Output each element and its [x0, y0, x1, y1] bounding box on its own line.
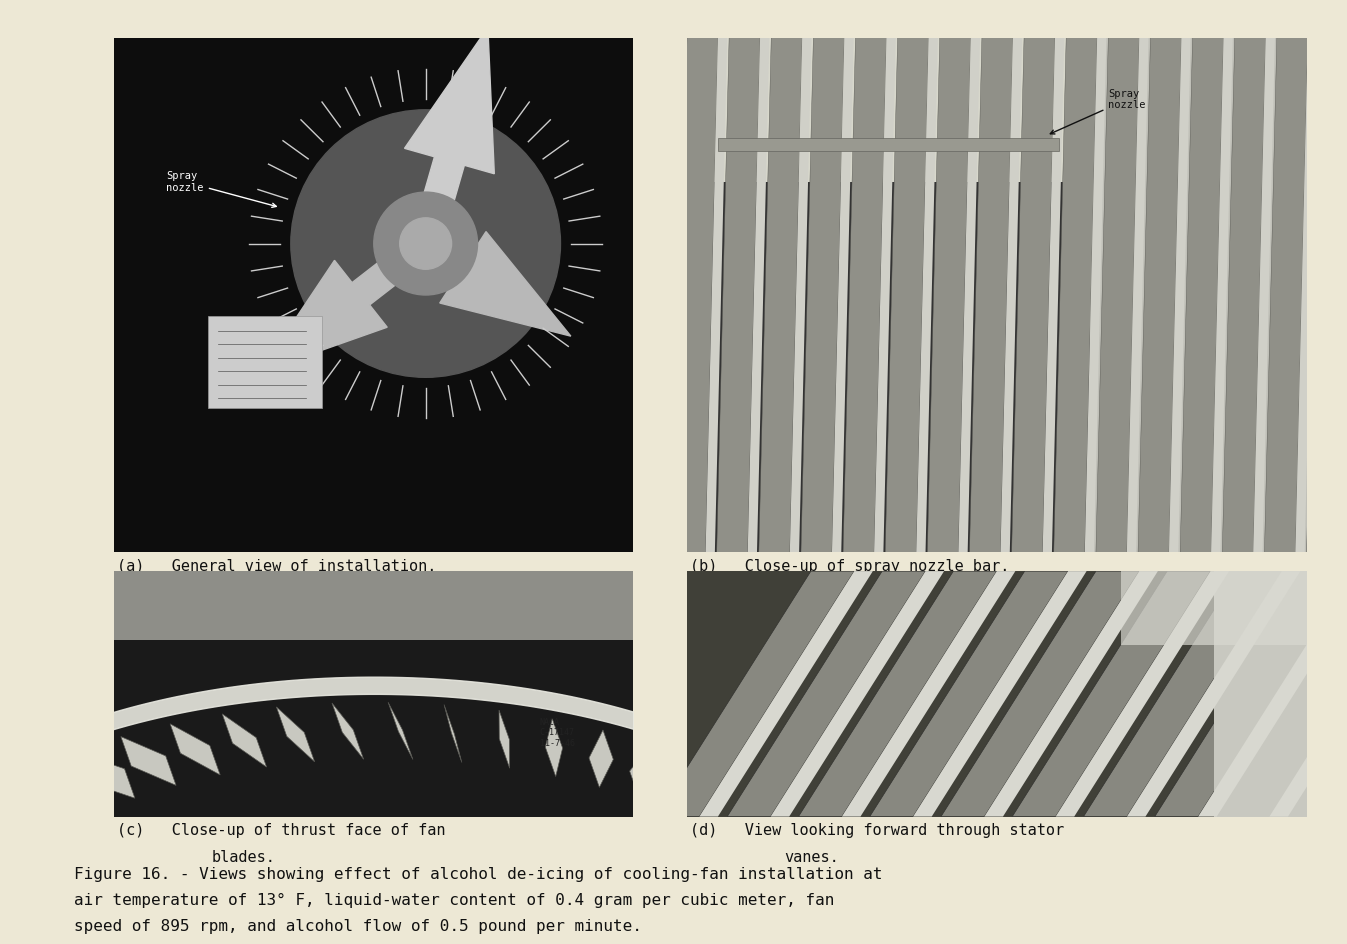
FancyArrow shape [404, 27, 494, 247]
Bar [114, 571, 633, 817]
Polygon shape [1297, 571, 1347, 817]
Polygon shape [699, 571, 873, 817]
Polygon shape [1340, 571, 1347, 817]
Polygon shape [1127, 38, 1149, 552]
Text: (d)   View looking forward through stator: (d) View looking forward through stator [690, 823, 1064, 838]
Polygon shape [1138, 38, 1181, 552]
Polygon shape [1096, 38, 1140, 552]
Polygon shape [121, 736, 176, 785]
FancyArrow shape [418, 231, 571, 336]
Polygon shape [942, 571, 1140, 817]
Bar [1214, 571, 1307, 817]
Polygon shape [331, 703, 364, 759]
Polygon shape [970, 38, 1013, 552]
Polygon shape [913, 571, 1087, 817]
Circle shape [373, 193, 477, 295]
Polygon shape [1211, 38, 1233, 552]
Polygon shape [916, 38, 938, 552]
Circle shape [400, 218, 451, 269]
Polygon shape [801, 38, 845, 552]
Polygon shape [1253, 38, 1276, 552]
Polygon shape [789, 38, 811, 552]
Polygon shape [832, 38, 854, 552]
Polygon shape [1169, 38, 1191, 552]
Text: air temperature of 13° F, liquid-water content of 0.4 gram per cubic meter, fan: air temperature of 13° F, liquid-water c… [74, 893, 834, 908]
Polygon shape [589, 730, 613, 787]
Polygon shape [1053, 38, 1098, 552]
Bar [687, 38, 1307, 182]
Polygon shape [729, 801, 777, 852]
Polygon shape [799, 571, 997, 817]
Polygon shape [498, 710, 509, 768]
Polygon shape [0, 812, 34, 849]
Polygon shape [1084, 38, 1106, 552]
Polygon shape [1226, 571, 1347, 817]
Polygon shape [842, 571, 1016, 817]
Polygon shape [629, 744, 661, 801]
Polygon shape [885, 38, 928, 552]
Polygon shape [1154, 571, 1347, 817]
Text: (b)   Close-up of spray nozzle bar.: (b) Close-up of spray nozzle bar. [690, 559, 1009, 574]
Polygon shape [445, 704, 462, 763]
Polygon shape [276, 707, 315, 762]
Polygon shape [222, 714, 267, 767]
Bar [687, 571, 1307, 817]
Polygon shape [699, 780, 744, 834]
Polygon shape [1001, 38, 1022, 552]
Text: NACA
C-17147
11-7-46: NACA C-17147 11-7-46 [540, 718, 575, 748]
Polygon shape [1296, 38, 1317, 552]
FancyArrow shape [260, 232, 435, 372]
Text: Spray
nozzle: Spray nozzle [167, 171, 276, 208]
Polygon shape [843, 38, 886, 552]
Polygon shape [675, 38, 718, 552]
Polygon shape [1199, 571, 1347, 817]
Polygon shape [985, 571, 1158, 817]
Polygon shape [1269, 571, 1347, 817]
Polygon shape [958, 38, 981, 552]
Polygon shape [1307, 38, 1347, 552]
Bar [114, 571, 633, 640]
Text: (c)   Close-up of thrust face of fan: (c) Close-up of thrust face of fan [117, 823, 446, 838]
Polygon shape [1265, 38, 1308, 552]
Polygon shape [546, 718, 563, 777]
Polygon shape [874, 38, 896, 552]
Polygon shape [1180, 38, 1223, 552]
Polygon shape [1338, 38, 1347, 552]
Circle shape [291, 110, 560, 378]
Polygon shape [1013, 571, 1211, 817]
Polygon shape [1222, 38, 1266, 552]
Text: Spray
nozzle: Spray nozzle [1051, 89, 1146, 134]
Bar [1090, 38, 1307, 552]
Polygon shape [927, 38, 971, 552]
Text: vanes.: vanes. [784, 850, 839, 865]
Text: blades.: blades. [211, 850, 275, 865]
Bar [1121, 571, 1307, 645]
Polygon shape [1012, 38, 1055, 552]
Text: (a)   General view of installation.: (a) General view of installation. [117, 559, 436, 574]
Polygon shape [75, 752, 135, 799]
Polygon shape [770, 571, 944, 817]
Polygon shape [388, 702, 414, 760]
Polygon shape [748, 38, 769, 552]
Bar [207, 315, 322, 408]
Polygon shape [34, 770, 97, 813]
Bar [718, 138, 1059, 151]
Text: Figure 16. - Views showing effect of alcohol de-icing of cooling-fan installatio: Figure 16. - Views showing effect of alc… [74, 867, 882, 882]
Bar [687, 38, 1307, 552]
Polygon shape [758, 38, 803, 552]
Polygon shape [717, 38, 760, 552]
Polygon shape [1043, 38, 1064, 552]
Polygon shape [656, 571, 854, 817]
Polygon shape [870, 571, 1068, 817]
Polygon shape [1056, 571, 1228, 817]
Text: speed of 895 rpm, and alcohol flow of 0.5 pound per minute.: speed of 895 rpm, and alcohol flow of 0.… [74, 919, 643, 935]
Polygon shape [0, 790, 63, 831]
Polygon shape [727, 571, 925, 817]
Polygon shape [170, 724, 220, 775]
Polygon shape [667, 761, 704, 816]
Polygon shape [1083, 571, 1282, 817]
Polygon shape [1127, 571, 1300, 817]
Bar [114, 38, 633, 552]
Polygon shape [706, 38, 727, 552]
